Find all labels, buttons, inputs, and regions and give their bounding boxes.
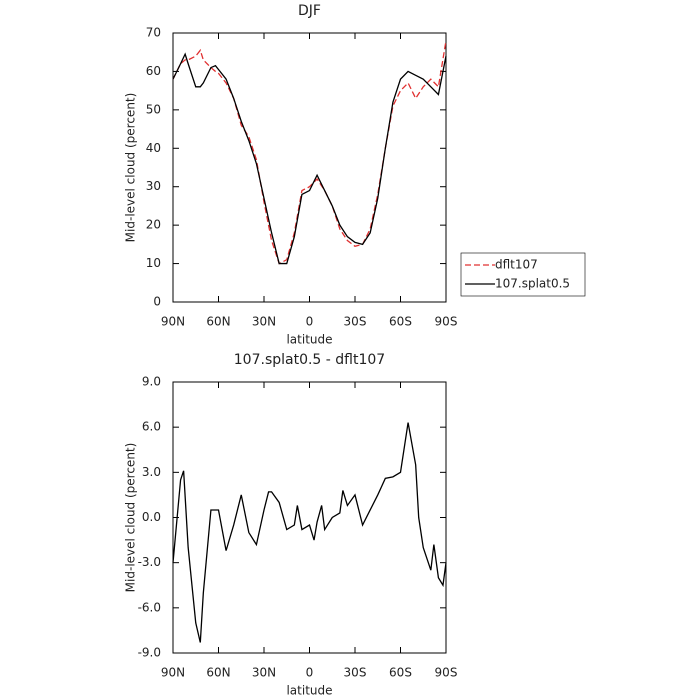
y-axis-label: Mid-level cloud (percent) bbox=[124, 93, 138, 243]
chart-title: 107.splat0.5 - dflt107 bbox=[234, 352, 385, 368]
y-tick-label: 70 bbox=[146, 26, 161, 40]
legend-box bbox=[460, 252, 586, 297]
series-line bbox=[172, 422, 447, 643]
x-axis-label: latitude bbox=[286, 333, 332, 347]
y-tick-label: 30 bbox=[146, 179, 161, 193]
x-tick-label: 0 bbox=[306, 666, 314, 680]
x-axis-label: latitude bbox=[286, 684, 332, 698]
legend-label: dflt107 bbox=[495, 258, 538, 272]
x-tick-label: 60N bbox=[206, 315, 230, 329]
series-line bbox=[172, 52, 447, 265]
x-tick-label: 90N bbox=[161, 666, 185, 680]
chart-title: DJF bbox=[298, 3, 321, 19]
y-tick-label: -9.0 bbox=[138, 646, 161, 660]
x-tick-label: 90S bbox=[435, 666, 458, 680]
y-tick-label: 0 bbox=[153, 295, 161, 309]
x-tick-label: 90N bbox=[161, 315, 185, 329]
x-tick-label: 30N bbox=[252, 666, 276, 680]
x-tick-label: 90S bbox=[435, 315, 458, 329]
y-tick-label: 6.0 bbox=[142, 420, 161, 434]
y-tick-label: -3.0 bbox=[138, 555, 161, 569]
x-tick-label: 60S bbox=[389, 315, 412, 329]
y-tick-label: 9.0 bbox=[142, 375, 161, 389]
y-axis-label: Mid-level cloud (percent) bbox=[124, 443, 138, 593]
series-line bbox=[172, 40, 447, 265]
y-tick-label: 0.0 bbox=[142, 510, 161, 524]
plot-frame bbox=[172, 32, 447, 303]
y-tick-label: 10 bbox=[146, 256, 161, 270]
y-tick-label: 60 bbox=[146, 64, 161, 78]
legend-label: 107.splat0.5 bbox=[495, 277, 570, 291]
x-tick-label: 30S bbox=[344, 315, 367, 329]
x-tick-label: 30N bbox=[252, 315, 276, 329]
x-tick-label: 30S bbox=[344, 666, 367, 680]
y-tick-label: -6.0 bbox=[138, 600, 161, 614]
y-tick-label: 3.0 bbox=[142, 465, 161, 479]
y-tick-label: 20 bbox=[146, 218, 161, 232]
x-tick-label: 60N bbox=[206, 666, 230, 680]
x-tick-label: 60S bbox=[389, 666, 412, 680]
plot-frame bbox=[172, 381, 447, 654]
y-tick-label: 50 bbox=[146, 102, 161, 116]
y-tick-label: 40 bbox=[146, 141, 161, 155]
x-tick-label: 0 bbox=[306, 315, 314, 329]
